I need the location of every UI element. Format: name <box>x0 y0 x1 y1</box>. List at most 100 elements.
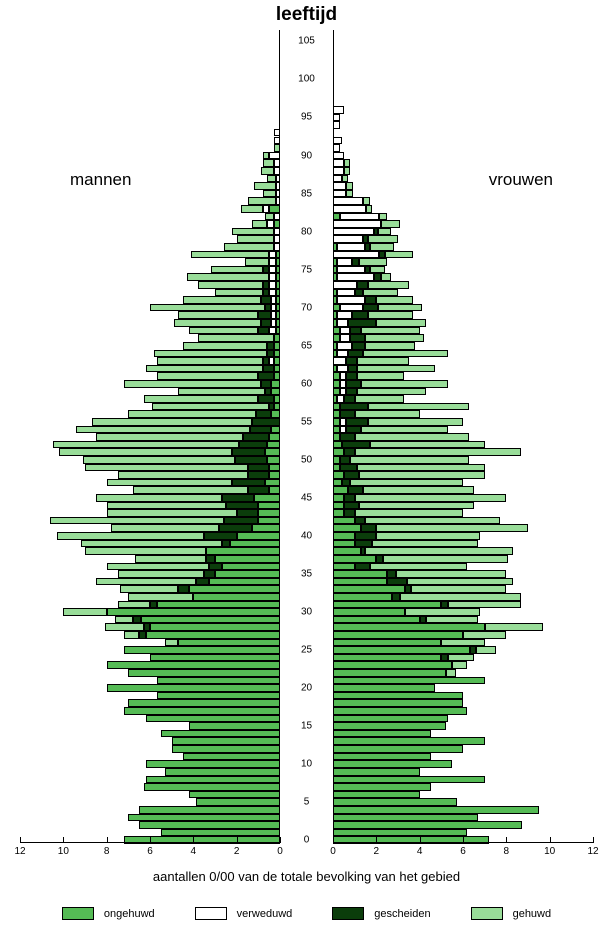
segment-gescheiden <box>258 395 273 403</box>
age-row <box>20 517 280 525</box>
x-tick: 12 <box>14 846 25 857</box>
segment-verweduwd <box>276 197 280 205</box>
age-row <box>333 152 593 160</box>
segment-gescheiden <box>196 578 209 586</box>
segment-verweduwd <box>337 258 352 266</box>
age-row <box>333 304 593 312</box>
segment-verweduwd <box>333 251 379 259</box>
segment-ongehuwd <box>274 357 281 365</box>
segment-gescheiden <box>261 296 272 304</box>
segment-verweduwd <box>340 327 351 335</box>
segment-gescheiden <box>346 418 368 426</box>
segment-gescheiden <box>226 502 259 510</box>
segment-gescheiden <box>348 486 363 494</box>
segment-gehuwd <box>189 327 258 335</box>
segment-gehuwd <box>376 296 413 304</box>
segment-gescheiden <box>243 433 269 441</box>
age-row <box>20 327 280 335</box>
segment-gehuwd <box>381 273 392 281</box>
segment-gehuwd <box>370 563 468 571</box>
segment-ongehuwd <box>333 563 355 571</box>
age-tick: 75 <box>285 264 328 275</box>
segment-gescheiden <box>348 365 357 373</box>
segment-ongehuwd <box>333 547 361 555</box>
segment-verweduwd <box>333 175 342 183</box>
segment-gehuwd <box>245 258 269 266</box>
segment-ongehuwd <box>333 677 485 685</box>
age-row <box>20 494 280 502</box>
age-row <box>333 388 593 396</box>
segment-gehuwd <box>463 631 506 639</box>
segment-ongehuwd <box>333 578 387 586</box>
age-row <box>20 601 280 609</box>
age-row <box>20 677 280 685</box>
legend-label: verweduwd <box>237 908 293 920</box>
segment-gehuwd <box>118 570 205 578</box>
age-row <box>20 403 280 411</box>
age-row <box>333 372 593 380</box>
segment-ongehuwd <box>333 616 420 624</box>
segment-verweduwd <box>337 319 348 327</box>
age-row <box>20 646 280 654</box>
segment-verweduwd <box>333 357 346 365</box>
segment-ongehuwd <box>144 783 281 791</box>
age-tick: 60 <box>285 378 328 389</box>
x-tick: 8 <box>504 846 510 857</box>
segment-ongehuwd <box>124 646 280 654</box>
segment-gescheiden <box>350 327 361 335</box>
age-row <box>333 410 593 418</box>
segment-verweduwd <box>337 350 348 358</box>
age-row <box>333 555 593 563</box>
segment-ongehuwd <box>269 486 280 494</box>
segment-gehuwd <box>165 639 178 647</box>
segment-gehuwd <box>350 479 463 487</box>
age-row <box>20 814 280 822</box>
segment-gehuwd <box>105 623 144 631</box>
segment-verweduwd <box>337 365 348 373</box>
segment-gehuwd <box>446 669 457 677</box>
segment-verweduwd <box>276 182 280 190</box>
segment-gehuwd <box>355 395 405 403</box>
age-row <box>333 578 593 586</box>
age-row <box>20 273 280 281</box>
segment-gehuwd <box>120 585 179 593</box>
segment-gehuwd <box>241 205 263 213</box>
segment-ongehuwd <box>333 494 344 502</box>
age-row <box>333 426 593 434</box>
segment-ongehuwd <box>271 426 280 434</box>
segment-gescheiden <box>350 334 365 342</box>
age-row <box>333 251 593 259</box>
segment-gehuwd <box>211 266 263 274</box>
age-row <box>20 699 280 707</box>
age-row <box>20 570 280 578</box>
segment-gescheiden <box>133 616 142 624</box>
segment-ongehuwd <box>274 350 281 358</box>
segment-gehuwd <box>152 403 269 411</box>
segment-gehuwd <box>452 661 467 669</box>
age-row <box>20 692 280 700</box>
age-row <box>20 311 280 319</box>
age-row <box>20 448 280 456</box>
segment-ongehuwd <box>333 722 446 730</box>
age-tick: 40 <box>285 530 328 541</box>
segment-gehuwd <box>361 380 448 388</box>
x-tick: 6 <box>147 846 153 857</box>
age-row <box>20 791 280 799</box>
age-row <box>333 601 593 609</box>
segment-verweduwd <box>333 235 363 243</box>
segment-gehuwd <box>85 547 206 555</box>
age-row <box>333 380 593 388</box>
segment-gehuwd <box>342 175 349 183</box>
age-row <box>333 456 593 464</box>
legend-swatch <box>62 907 94 920</box>
segment-ongehuwd <box>209 578 281 586</box>
age-row <box>333 661 593 669</box>
legend-item-gescheiden: gescheiden <box>332 907 430 920</box>
age-row <box>333 121 593 129</box>
segment-verweduwd <box>333 106 344 114</box>
segment-gehuwd <box>385 251 413 259</box>
age-row <box>333 502 593 510</box>
segment-verweduwd <box>340 334 351 342</box>
segment-gescheiden <box>248 464 270 472</box>
segment-gehuwd <box>448 601 522 609</box>
